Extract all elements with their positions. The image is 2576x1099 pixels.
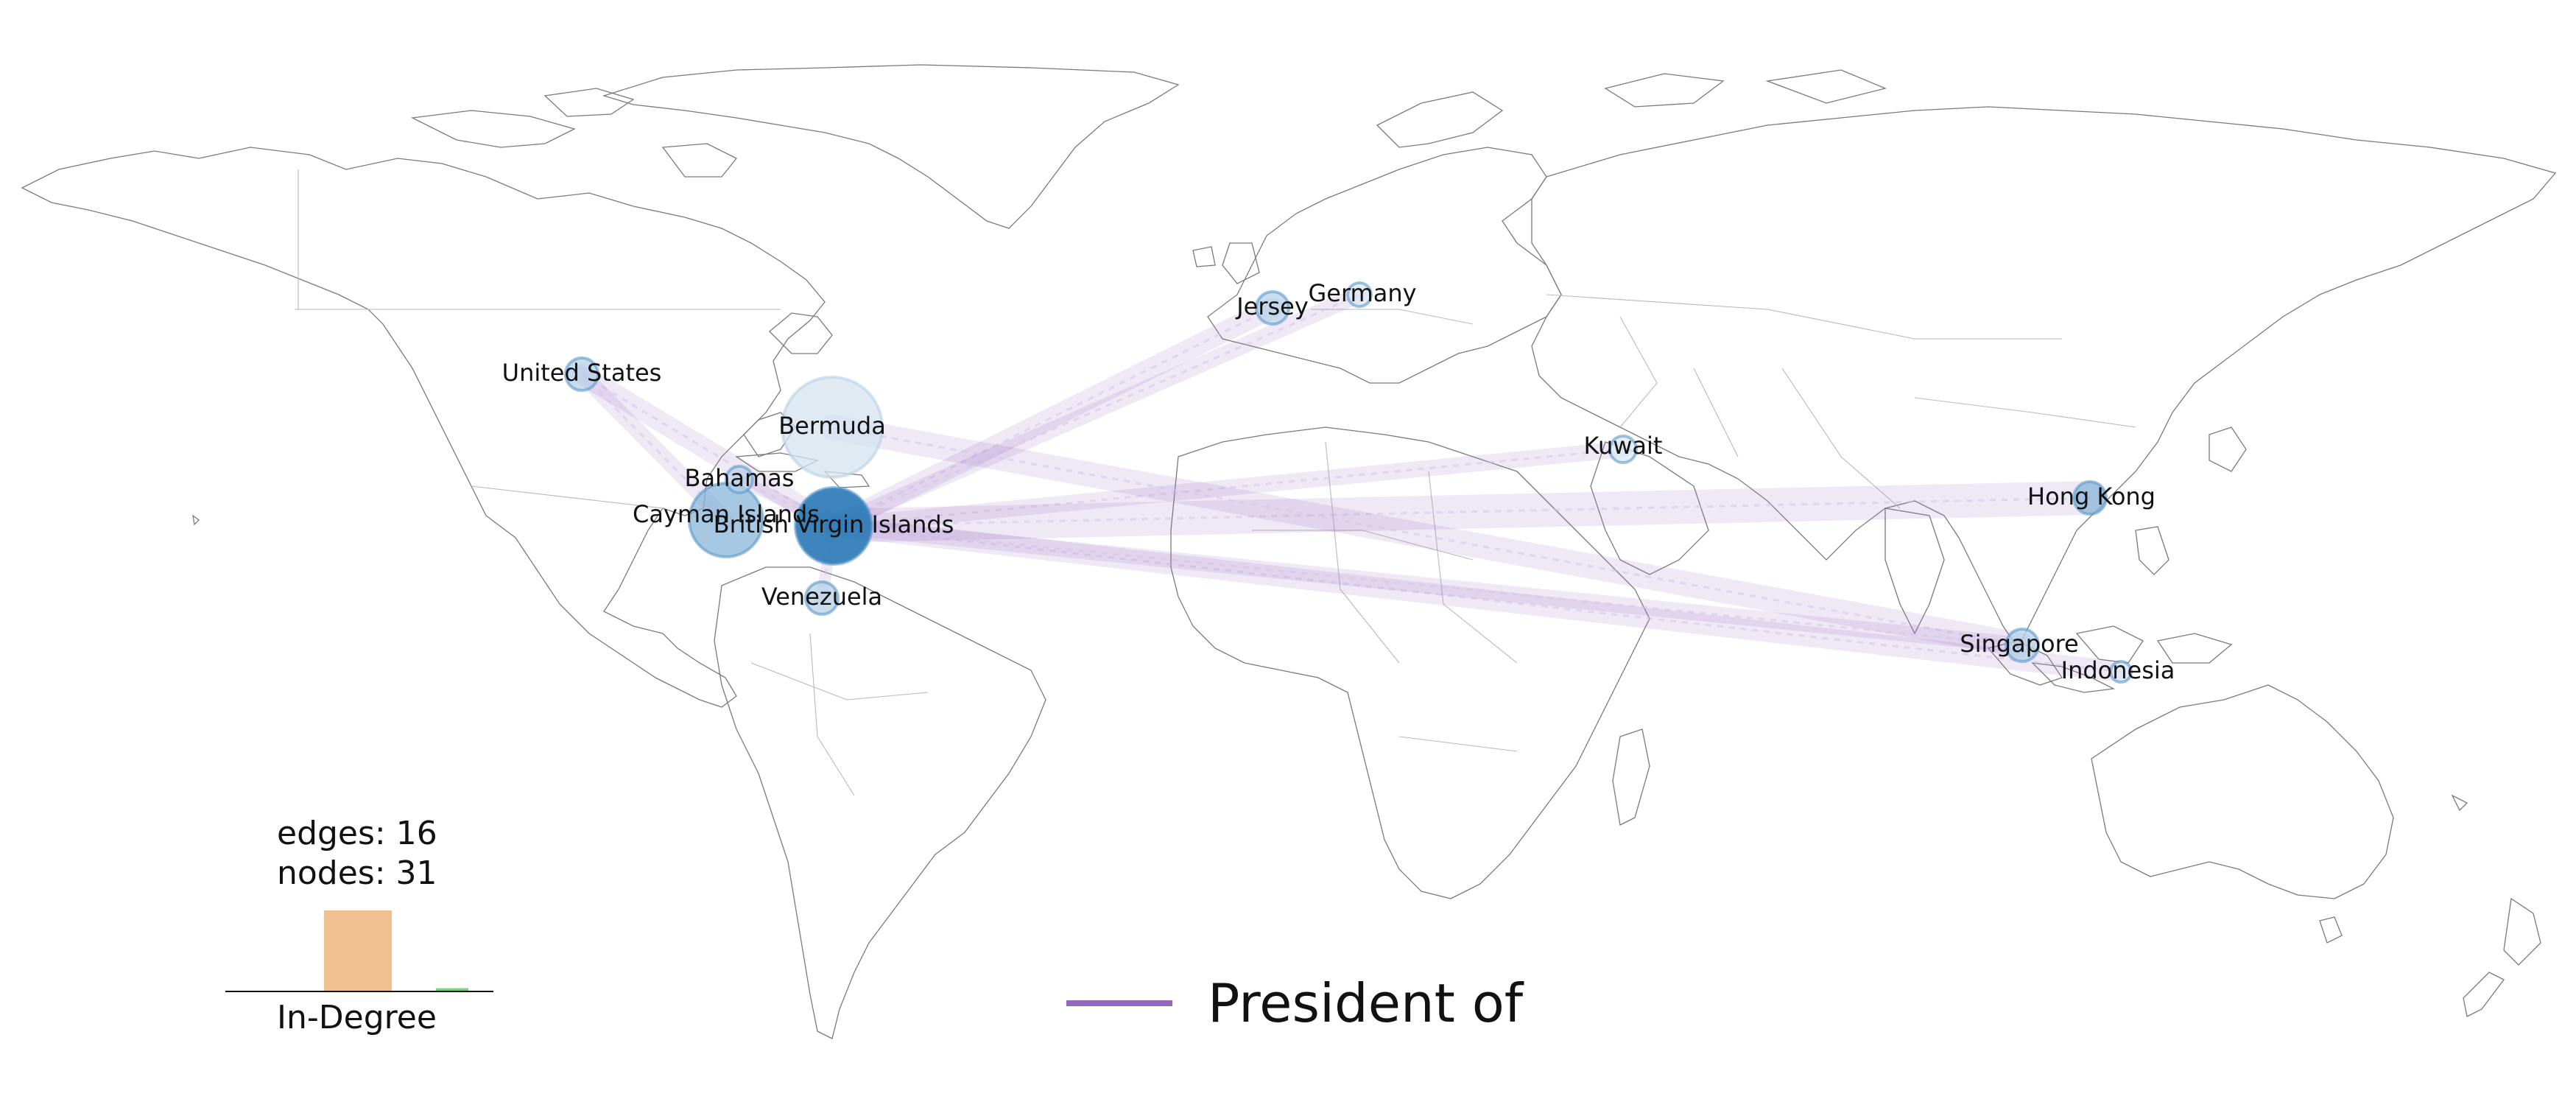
- node-label-singapore: Singapore: [1960, 630, 2078, 658]
- node-germany: [1346, 281, 1373, 308]
- legend-label: President of: [1208, 972, 1524, 1034]
- edge-layer: [571, 287, 2131, 682]
- edge-dash-singapore-bvi: [833, 524, 2023, 647]
- edge-dash-us-bvi: [581, 373, 834, 527]
- node-label-kuwait: Kuwait: [1584, 432, 1663, 460]
- edge-dash-kuwait-bvi: [833, 448, 1624, 527]
- node-bermuda: [781, 376, 884, 479]
- node-label-venezuela: Venezuela: [761, 583, 882, 611]
- node-singapore: [2005, 628, 2040, 663]
- edge-dash-hongkong-bvi: [833, 496, 2091, 527]
- node-bvi: [794, 486, 873, 566]
- node-layer: [564, 281, 2133, 684]
- histogram-bar: [324, 910, 392, 991]
- country-borders: [295, 169, 2136, 796]
- node-count: nodes: 31: [277, 854, 437, 892]
- node-label-jersey: Jersey: [1235, 292, 1309, 320]
- node-hongkong: [2072, 480, 2108, 516]
- node-bahamas: [725, 465, 754, 494]
- edge-dash-germany-bvi: [833, 293, 1360, 527]
- node-venezuela: [804, 580, 840, 616]
- node-jersey: [1255, 290, 1290, 326]
- land-outlines: [21, 64, 2557, 1039]
- node-label-germany: Germany: [1308, 279, 1416, 307]
- node-label-us: United States: [502, 359, 662, 387]
- histogram-label: In-Degree: [277, 999, 437, 1036]
- in-degree-histogram: [225, 910, 493, 992]
- label-layer: British Virgin Islands Bermuda Cayman Isla…: [502, 279, 2175, 684]
- edge-count: edges: 16: [277, 815, 437, 852]
- edge-dash-indonesia-bvi: [833, 524, 2122, 673]
- node-label-cayman: Cayman Islands: [633, 500, 820, 528]
- node-label-indonesia: Indonesia: [2061, 656, 2175, 684]
- node-label-bvi: British Virgin Islands: [714, 510, 954, 538]
- node-label-bermuda: Bermuda: [778, 412, 886, 440]
- edge-dash-singapore-bermuda: [831, 426, 2023, 647]
- node-us: [564, 357, 599, 392]
- histogram-bar: [436, 988, 468, 991]
- node-kuwait: [1608, 435, 1638, 464]
- node-label-bahamas: Bahamas: [685, 464, 795, 492]
- node-label-hongkong: Hong Kong: [2027, 482, 2156, 510]
- node-indonesia: [2109, 660, 2133, 684]
- edge-jersey-bvi: [823, 298, 1283, 536]
